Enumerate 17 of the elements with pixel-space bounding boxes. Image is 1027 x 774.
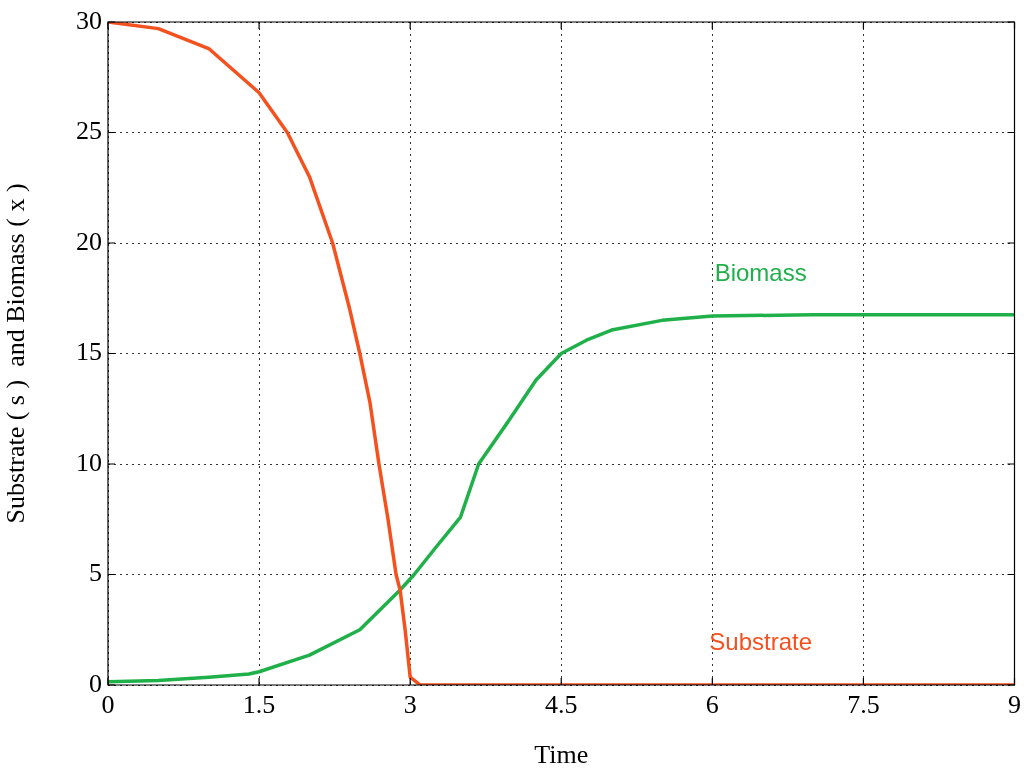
y-tick-label: 15 (76, 337, 102, 367)
y-tick-label: 30 (76, 5, 102, 35)
y-tick-label: 10 (76, 447, 102, 477)
x-tick-label: 9 (1008, 690, 1021, 720)
series-label: Biomass (714, 258, 807, 286)
x-tick-label: 3 (403, 690, 417, 720)
y-tick-label: 0 (89, 668, 102, 698)
y-tick-label: 20 (76, 226, 102, 256)
x-tick-label: 4.5 (545, 690, 578, 720)
y-tick-label: 25 (76, 116, 102, 146)
x-tick-label: 7.5 (847, 690, 880, 720)
x-tick-label: 1.5 (242, 690, 276, 720)
x-tick-label: 6 (705, 690, 719, 720)
y-axis-title: Substrate ( s ) and Biomass ( x ) (1, 183, 31, 524)
x-axis-title: Time (534, 740, 589, 770)
y-tick-label: 5 (89, 558, 102, 588)
series-label: Substrate (709, 627, 813, 655)
